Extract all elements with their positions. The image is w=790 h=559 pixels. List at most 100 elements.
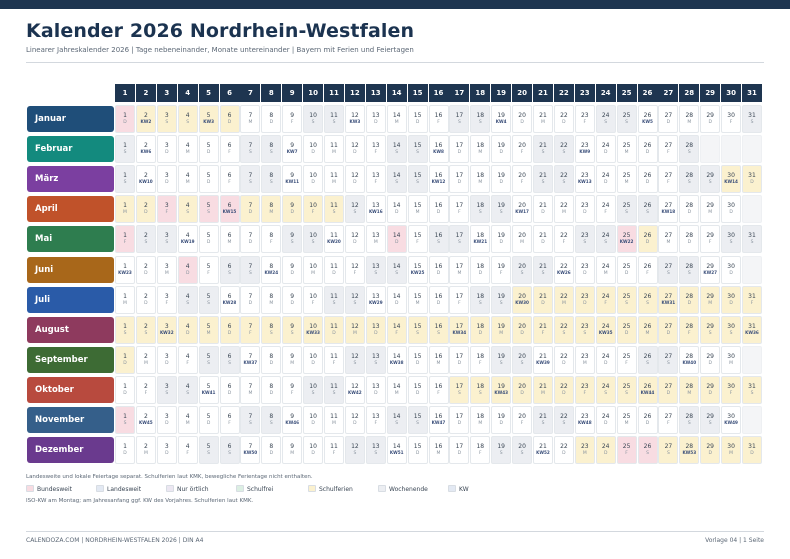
day-number: 5 [206, 202, 211, 210]
day-number: 14 [392, 262, 401, 270]
day-cell: 19 S [491, 285, 512, 314]
day-number: 4 [185, 352, 190, 360]
day-number: 29 [706, 322, 714, 330]
calendar-week-label: KW14 [724, 179, 738, 185]
day-cell: 23 S [574, 225, 595, 254]
calendar-week-label: KW13 [577, 179, 592, 185]
day-cell: 30 M [721, 436, 742, 465]
day-number: 4 [185, 142, 190, 150]
day-cell: 15 S [407, 165, 428, 194]
weekday-letter: M [269, 300, 274, 306]
day-number: 5 [206, 413, 211, 420]
calendar-week-label: KW10 [139, 179, 153, 185]
weekday-letter: S [165, 120, 169, 125]
day-cell: 27 M [658, 225, 679, 254]
day-cell: 4 KW19 [177, 225, 198, 254]
weekday-letter: S [248, 270, 252, 276]
day-number: 3 [164, 443, 169, 451]
day-number: 15 [413, 202, 422, 210]
day-cell: 27 F [658, 406, 679, 434]
weekday-letter: D [415, 451, 420, 457]
calendar-week-label: KW21 [473, 239, 488, 245]
weekday-letter: F [228, 421, 231, 426]
weekday-letter: D [624, 270, 629, 276]
day-number: 6 [227, 443, 232, 451]
weekday-letter: S [499, 451, 503, 457]
day-cell: 21 M [533, 375, 553, 404]
calendar-week-label: KW23 [118, 269, 132, 275]
day-number: 2 [143, 142, 148, 150]
day-number: 1 [123, 352, 127, 360]
weekday-letter: D [541, 210, 545, 216]
day-cell: 24 KW35 [595, 315, 616, 344]
day-column-header: 31 [742, 84, 762, 102]
day-cell: 6 KW15 [219, 195, 240, 224]
day-column-header: 19 [491, 84, 512, 102]
day-cell: 3 KW32 [156, 315, 177, 344]
day-number: 22 [560, 172, 568, 180]
day-number: 6 [227, 322, 232, 330]
day-cell: 14 S [386, 255, 407, 284]
calendar-week-label: KW26 [557, 269, 571, 275]
day-number: 17 [455, 352, 464, 360]
calendar-week-label: KW29 [368, 299, 383, 305]
day-number: 18 [476, 142, 485, 150]
weekday-letter: S [437, 240, 440, 246]
weekday-letter: F [520, 180, 524, 186]
weekday-letter: M [729, 451, 734, 457]
day-number: 14 [392, 142, 401, 150]
weekday-letter: D [123, 360, 127, 366]
day-cell: 7 KW50 [240, 436, 261, 465]
day-number: 22 [560, 202, 568, 210]
day-number: 30 [727, 112, 735, 119]
day-cell: 17 D [449, 345, 470, 374]
day-number: 5 [206, 262, 211, 270]
calendar-week-label: KW53 [682, 450, 697, 456]
weekday-letter: F [416, 240, 419, 246]
weekday-letter: S [374, 270, 378, 276]
day-cell: 18 S [470, 375, 491, 404]
weekday-letter: F [583, 390, 587, 396]
day-number: 21 [539, 443, 547, 451]
weekday-letter: S [478, 210, 482, 216]
day-number: 11 [330, 262, 338, 270]
day-number: 11 [330, 322, 338, 330]
day-number: 20 [518, 172, 526, 180]
day-cell: 18 D [470, 255, 491, 284]
weekday-letter: F [583, 120, 587, 125]
weekday-letter: D [394, 210, 399, 216]
day-cell: 21 M [533, 105, 553, 133]
weekday-letter: D [144, 300, 148, 306]
day-number: 30 [727, 202, 735, 210]
weekday-letter: F [228, 150, 231, 156]
day-cell: 20 D [512, 315, 533, 344]
weekday-letter: S [646, 210, 649, 216]
day-number: 6 [227, 202, 232, 210]
day-number: 13 [371, 262, 380, 270]
day-cell: 26 S [637, 436, 658, 465]
day-number: 10 [309, 232, 317, 240]
day-cell: 11 F [324, 436, 344, 465]
day-number: 11 [330, 292, 338, 300]
day-cell: 20 D [512, 105, 533, 133]
day-cell: 23 F [574, 375, 595, 404]
day-number: 14 [392, 112, 401, 119]
day-number: 17 [455, 292, 464, 300]
day-cell: 17 F [449, 195, 470, 224]
weekday-letter: F [625, 360, 628, 366]
day-number: 29 [706, 352, 714, 360]
weekday-letter: F [290, 120, 294, 125]
day-number: 17 [455, 262, 464, 270]
weekday-letter: D [436, 270, 441, 276]
day-number: 25 [622, 262, 631, 270]
weekday-letter: D [311, 360, 315, 366]
day-cell: 30 KW49 [721, 406, 742, 434]
day-number: 24 [601, 352, 610, 360]
calendar-week-label: KW43 [494, 389, 509, 395]
weekday-letter: M [478, 180, 483, 186]
day-number: 24 [601, 382, 610, 390]
day-cell: 26 S [637, 285, 658, 314]
